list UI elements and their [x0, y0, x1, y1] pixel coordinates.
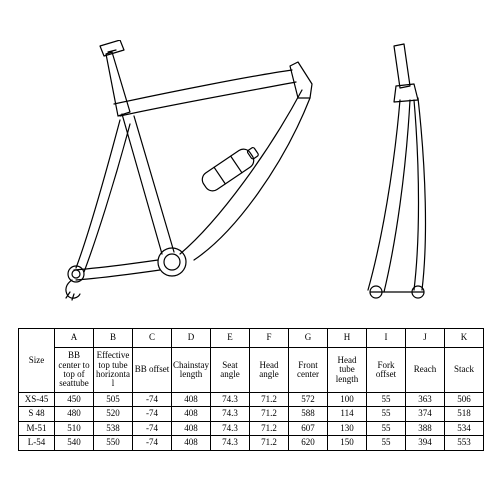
col-desc: Seat angle: [211, 348, 250, 393]
col-desc: BB center to top of seattube: [55, 348, 94, 393]
value-cell: 74.3: [211, 393, 250, 407]
value-cell: 55: [367, 421, 406, 435]
value-cell: 620: [289, 436, 328, 450]
value-cell: 588: [289, 407, 328, 421]
col-desc: Front center: [289, 348, 328, 393]
value-cell: 510: [55, 421, 94, 435]
value-cell: 408: [172, 393, 211, 407]
value-cell: 71.2: [250, 436, 289, 450]
table-row: L-54540550-7440874.371.262015055394553: [19, 436, 484, 450]
col-letter: F: [250, 329, 289, 348]
table-row: S 48480520-7440874.371.258811455374518: [19, 407, 484, 421]
value-cell: 408: [172, 407, 211, 421]
geometry-table: SizeABCDEFGHIJK BB center to top of seatt…: [18, 328, 484, 451]
value-cell: 408: [172, 421, 211, 435]
value-cell: 374: [406, 407, 445, 421]
col-letter: E: [211, 329, 250, 348]
value-cell: 540: [55, 436, 94, 450]
col-desc: Chainstay length: [172, 348, 211, 393]
value-cell: 71.2: [250, 393, 289, 407]
value-cell: 130: [328, 421, 367, 435]
col-desc: Reach: [406, 348, 445, 393]
value-cell: 55: [367, 407, 406, 421]
value-cell: 518: [445, 407, 484, 421]
value-cell: -74: [133, 407, 172, 421]
col-letter: C: [133, 329, 172, 348]
value-cell: 74.3: [211, 436, 250, 450]
size-cell: M-51: [19, 421, 55, 435]
frame-diagram: [40, 40, 460, 320]
size-cell: XS-45: [19, 393, 55, 407]
value-cell: 506: [445, 393, 484, 407]
col-letter: D: [172, 329, 211, 348]
value-cell: -74: [133, 393, 172, 407]
value-cell: 572: [289, 393, 328, 407]
value-cell: -74: [133, 421, 172, 435]
value-cell: 100: [328, 393, 367, 407]
col-letter: J: [406, 329, 445, 348]
col-desc: Head tube length: [328, 348, 367, 393]
value-cell: 480: [55, 407, 94, 421]
col-desc: Stack: [445, 348, 484, 393]
geometry-table-wrap: SizeABCDEFGHIJK BB center to top of seatt…: [18, 328, 482, 451]
col-header-size: Size: [19, 329, 55, 393]
value-cell: 450: [55, 393, 94, 407]
size-cell: L-54: [19, 436, 55, 450]
value-cell: 553: [445, 436, 484, 450]
size-cell: S 48: [19, 407, 55, 421]
col-letter: B: [94, 329, 133, 348]
value-cell: 388: [406, 421, 445, 435]
col-letter: H: [328, 329, 367, 348]
value-cell: 74.3: [211, 421, 250, 435]
value-cell: 114: [328, 407, 367, 421]
value-cell: 505: [94, 393, 133, 407]
value-cell: 71.2: [250, 421, 289, 435]
value-cell: 55: [367, 436, 406, 450]
value-cell: 394: [406, 436, 445, 450]
col-letter: A: [55, 329, 94, 348]
col-letter: I: [367, 329, 406, 348]
value-cell: 534: [445, 421, 484, 435]
value-cell: 520: [94, 407, 133, 421]
value-cell: 74.3: [211, 407, 250, 421]
value-cell: 363: [406, 393, 445, 407]
col-desc: BB offset: [133, 348, 172, 393]
col-letter: K: [445, 329, 484, 348]
value-cell: 538: [94, 421, 133, 435]
table-row: XS-45450505-7440874.371.257210055363506: [19, 393, 484, 407]
value-cell: 550: [94, 436, 133, 450]
table-row: M-51510538-7440874.371.260713055388534: [19, 421, 484, 435]
value-cell: 71.2: [250, 407, 289, 421]
col-desc: Head angle: [250, 348, 289, 393]
col-desc: Fork offset: [367, 348, 406, 393]
col-letter: G: [289, 329, 328, 348]
col-desc: Effective top tube horizontal: [94, 348, 133, 393]
value-cell: 607: [289, 421, 328, 435]
value-cell: 408: [172, 436, 211, 450]
value-cell: 55: [367, 393, 406, 407]
value-cell: 150: [328, 436, 367, 450]
value-cell: -74: [133, 436, 172, 450]
